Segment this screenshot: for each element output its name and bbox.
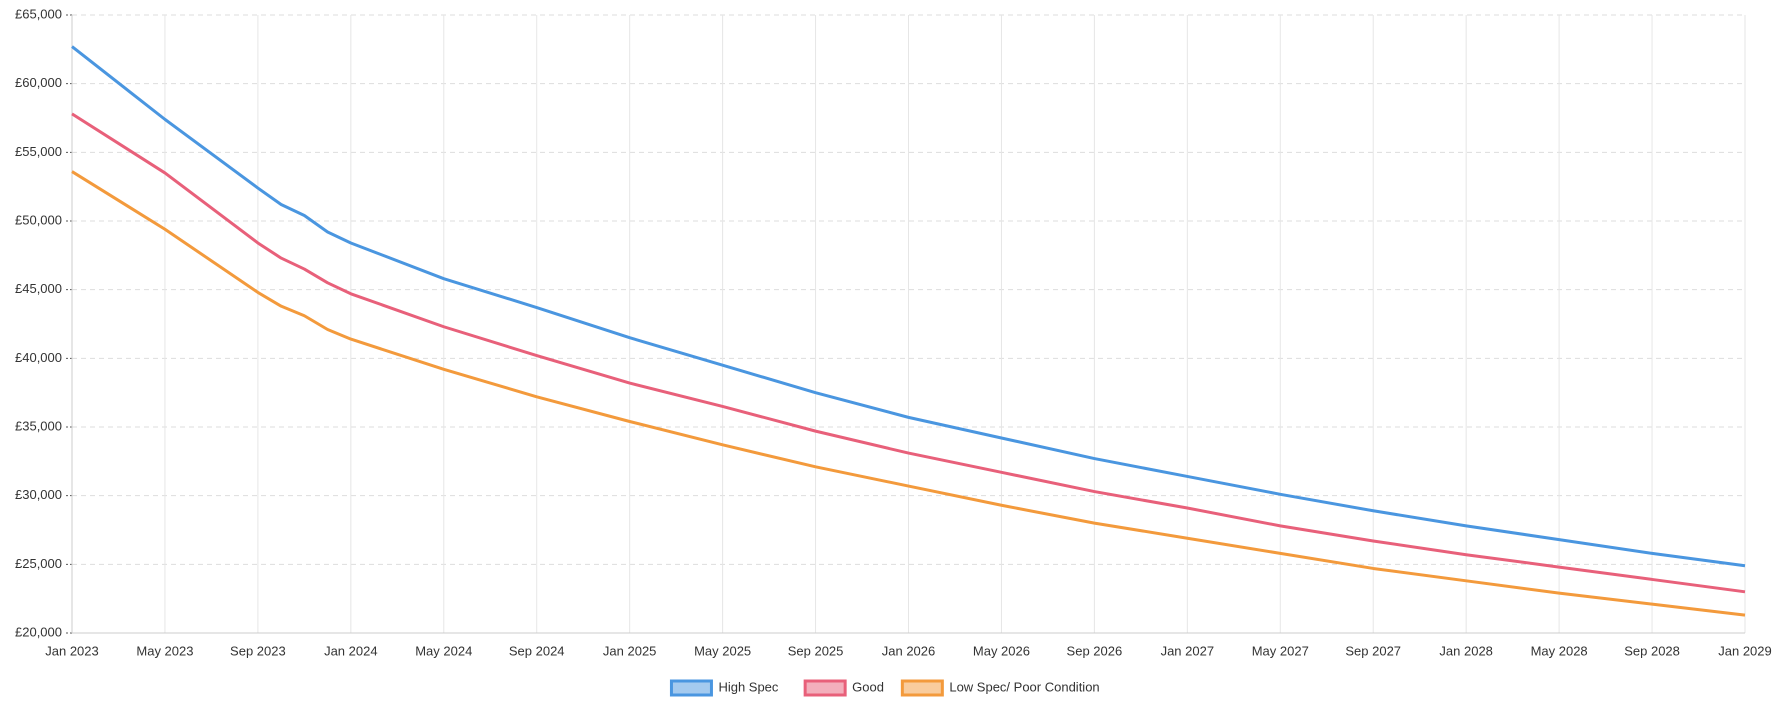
legend-label: Good: [852, 679, 884, 694]
line-series: [71, 112, 1746, 594]
x-tick-label: Jan 2028: [1439, 643, 1493, 658]
y-tick-label: £35,000: [15, 418, 62, 433]
x-tick-label: Sep 2025: [788, 643, 844, 658]
x-tick-label: May 2026: [973, 643, 1030, 658]
x-tick-label: Sep 2023: [230, 643, 286, 658]
x-tick-label: Jan 2023: [45, 643, 99, 658]
x-tick-label: Jan 2027: [1161, 643, 1215, 658]
x-tick-label: Jan 2026: [882, 643, 936, 658]
legend-label: High Spec: [718, 679, 778, 694]
line-series: [71, 45, 1746, 568]
x-tick-label: May 2025: [694, 643, 751, 658]
y-tick-label: £60,000: [15, 75, 62, 90]
x-tick-label: Jan 2025: [603, 643, 657, 658]
legend-label: Low Spec/ Poor Condition: [949, 679, 1099, 694]
x-tick-label: Sep 2027: [1345, 643, 1401, 658]
y-tick-label: £30,000: [15, 487, 62, 502]
legend-swatch: [803, 679, 847, 697]
y-tick-label: £40,000: [15, 350, 62, 365]
x-tick-label: Sep 2028: [1624, 643, 1680, 658]
y-tick-label: £65,000: [15, 6, 62, 21]
line-series: [71, 170, 1746, 617]
x-tick-label: May 2027: [1252, 643, 1309, 658]
legend-swatch: [669, 679, 713, 697]
y-tick-label: £55,000: [15, 144, 62, 159]
y-tick-label: £45,000: [15, 281, 62, 296]
x-tick-label: May 2028: [1531, 643, 1588, 658]
y-tick-label: £20,000: [15, 624, 62, 639]
x-tick-label: Sep 2026: [1067, 643, 1123, 658]
x-tick-label: Jan 2024: [324, 643, 378, 658]
y-tick-label: £25,000: [15, 556, 62, 571]
y-tick-label: £50,000: [15, 212, 62, 227]
x-tick-label: May 2023: [136, 643, 193, 658]
x-tick-label: Sep 2024: [509, 643, 565, 658]
x-tick-label: May 2024: [415, 643, 472, 658]
legend-swatch: [900, 679, 944, 697]
x-tick-label: Jan 2029: [1718, 643, 1772, 658]
